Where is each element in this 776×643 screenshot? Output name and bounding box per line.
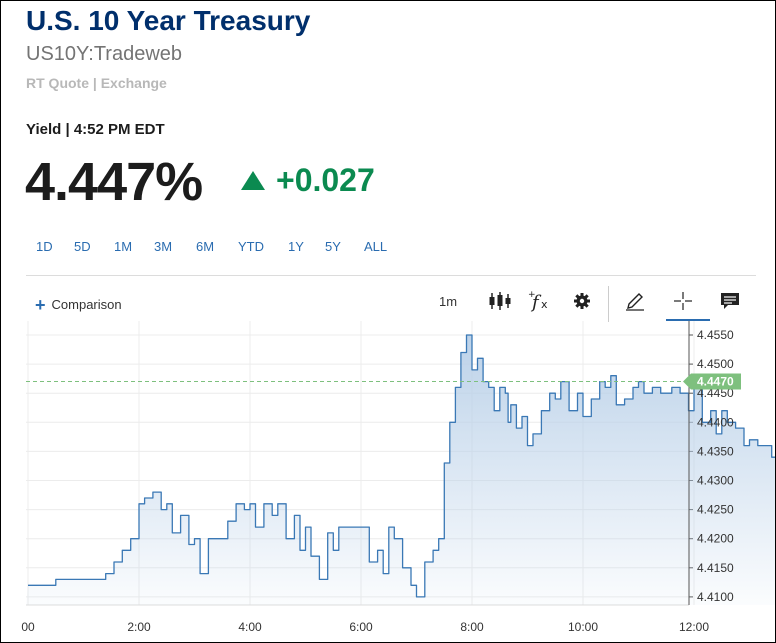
price-change: +0.027 — [276, 162, 375, 198]
chart-type-button[interactable] — [487, 288, 513, 314]
annotations-button[interactable] — [718, 288, 742, 314]
x-tick-label: 12:00 — [679, 620, 709, 634]
add-comparison-button[interactable]: + Comparison — [35, 295, 122, 316]
y-tick-label: 4.4450 — [697, 386, 734, 400]
page-title: U.S. 10 Year Treasury — [26, 5, 311, 36]
last-price-tag — [683, 373, 741, 390]
range-tab[interactable]: 5D — [74, 239, 91, 254]
range-tab[interactable]: 5Y — [325, 239, 341, 254]
last-price: 4.447% — [25, 152, 203, 212]
range-tab[interactable]: 1D — [36, 239, 53, 254]
range-tab[interactable]: ALL — [364, 239, 388, 254]
x-tick-label: 00 — [21, 620, 35, 634]
x-tick-label: 10:00 — [568, 620, 598, 634]
y-tick-label: 4.4100 — [697, 590, 734, 604]
fx-icon: + f x — [528, 290, 548, 313]
symbol-label: US10Y:Tradeweb — [26, 43, 183, 65]
x-tick-label: 6:00 — [349, 620, 373, 634]
divider — [26, 275, 756, 276]
quote-source: RT Quote | Exchange — [26, 75, 167, 91]
draw-button[interactable] — [623, 288, 647, 314]
y-tick-label: 4.4500 — [697, 357, 734, 371]
last-price-tag-label: 4.4470 — [697, 375, 734, 389]
comment-icon — [721, 293, 739, 309]
svg-text:+: + — [528, 290, 536, 300]
y-tick-label: 4.4250 — [697, 503, 734, 517]
toolbar-divider — [608, 286, 609, 322]
crosshair-icon — [674, 292, 692, 310]
indicators-button[interactable]: + f x — [527, 288, 553, 314]
active-tool-indicator — [666, 319, 710, 321]
range-tab[interactable]: 1Y — [288, 239, 304, 254]
yield-timestamp: Yield | 4:52 PM EDT — [26, 121, 165, 138]
price-chart[interactable]: 4.4550 4.4500 4.4450 4.4400 4.4350 4.4300 4.42… — [1, 321, 775, 641]
y-tick-label: 4.4300 — [697, 474, 734, 488]
comparison-label: Comparison — [51, 297, 122, 312]
up-arrow-icon — [241, 171, 265, 190]
svg-text:x: x — [541, 298, 548, 311]
price-line — [28, 334, 775, 598]
candlestick-icon — [489, 292, 511, 310]
y-tick-label: 4.4400 — [697, 415, 734, 429]
crosshair-button[interactable] — [672, 288, 694, 314]
interval-selector[interactable]: 1m — [438, 293, 458, 309]
x-tick-label: 2:00 — [127, 620, 151, 634]
gear-icon — [574, 293, 590, 309]
plus-icon: + — [35, 295, 46, 315]
x-tick-label: 8:00 — [460, 620, 484, 634]
price-area — [26, 335, 775, 605]
y-tick-label: 4.4550 — [697, 328, 734, 342]
y-tick-label: 4.4350 — [697, 444, 734, 458]
range-tab[interactable]: YTD — [238, 239, 264, 254]
x-tick-label: 4:00 — [238, 620, 262, 634]
y-tick-label: 4.4150 — [697, 561, 734, 575]
settings-button[interactable] — [571, 288, 593, 314]
range-tab[interactable]: 3M — [154, 239, 173, 254]
range-tab[interactable]: 6M — [196, 239, 215, 254]
range-tab[interactable]: 1M — [114, 239, 133, 254]
y-tick-label: 4.4200 — [697, 532, 734, 546]
pencil-icon — [626, 293, 644, 311]
